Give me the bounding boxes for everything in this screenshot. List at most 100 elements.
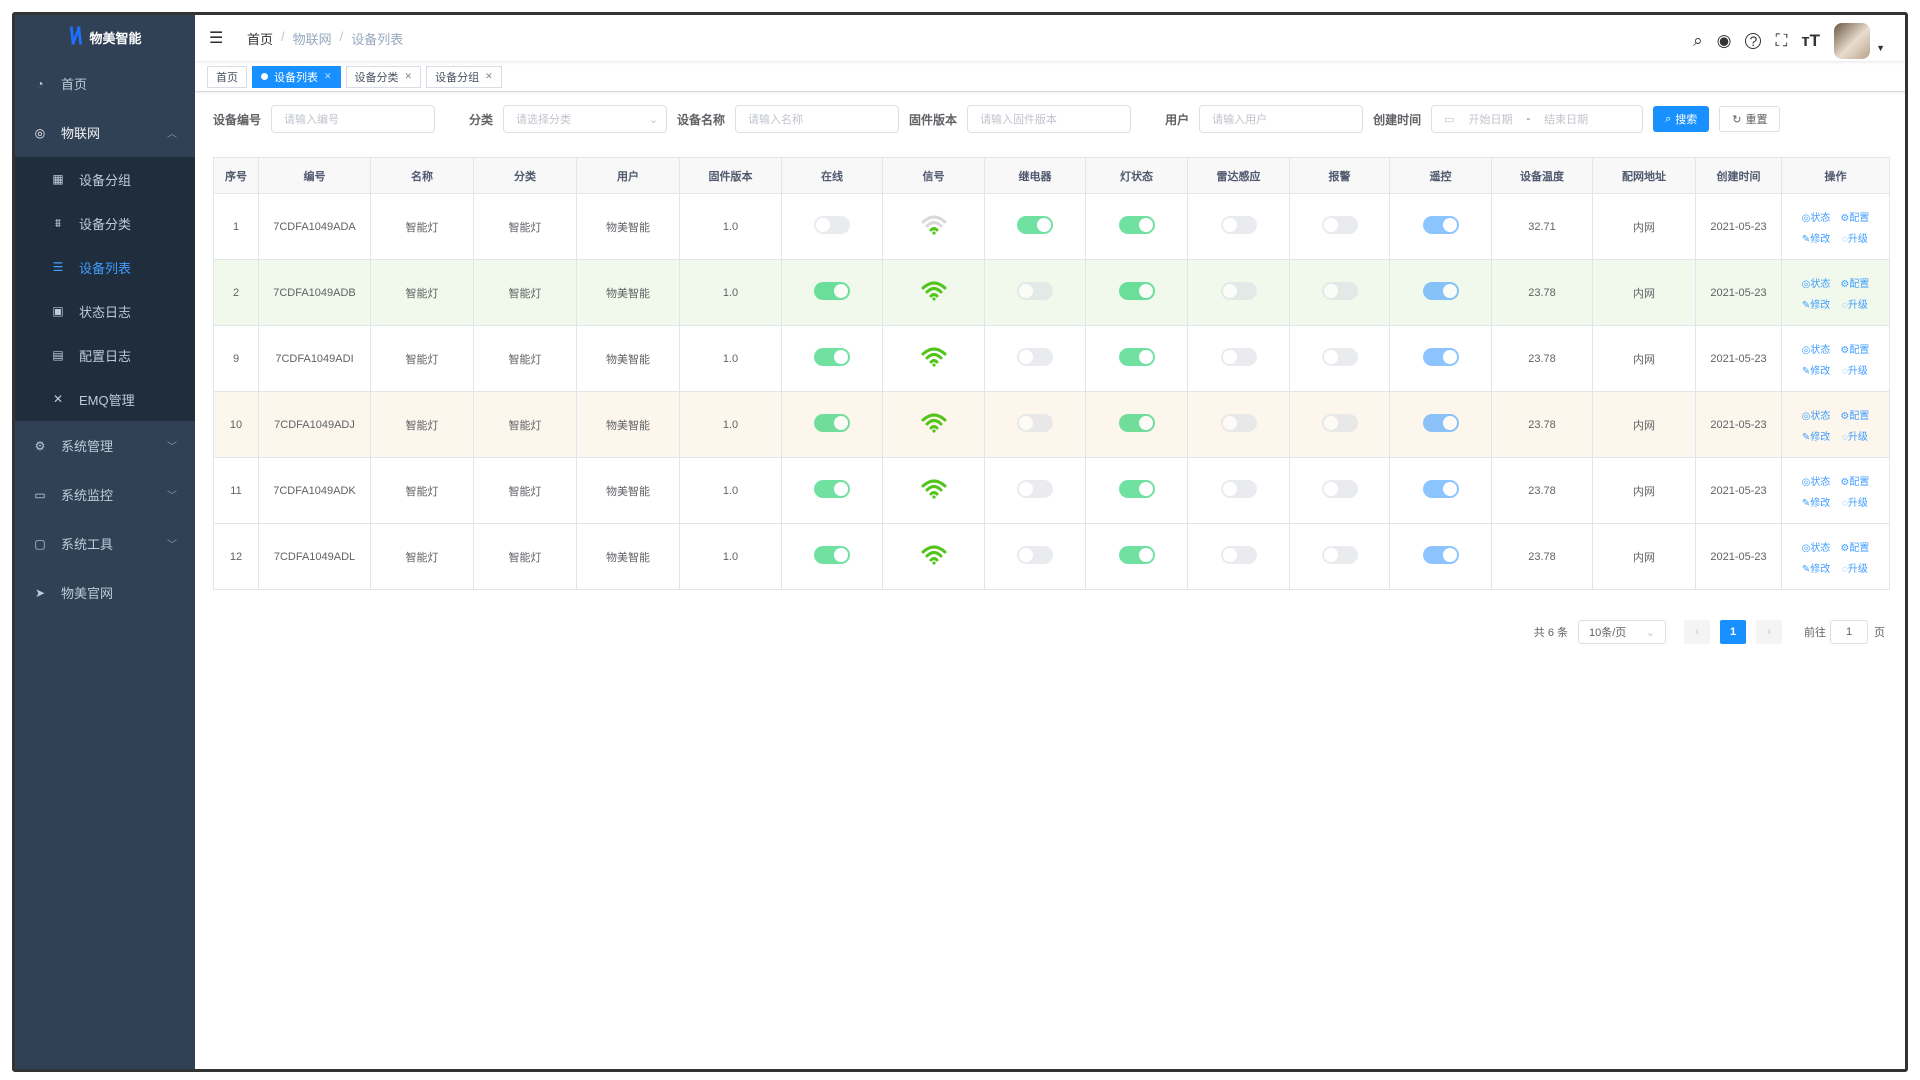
- font-size-icon[interactable]: тT: [1801, 31, 1821, 50]
- remote-switch[interactable]: [1422, 414, 1459, 432]
- fullscreen-icon[interactable]: ⛶: [1775, 31, 1788, 50]
- alarm-switch[interactable]: [1321, 546, 1358, 564]
- relay-switch[interactable]: [1017, 546, 1053, 564]
- category-select[interactable]: 请选择分类 ⌄: [503, 105, 668, 133]
- status-link[interactable]: ◎状态: [1802, 275, 1831, 290]
- alarm-switch[interactable]: [1321, 348, 1358, 366]
- start-date[interactable]: 开始日期: [1468, 114, 1513, 126]
- online-switch[interactable]: [814, 546, 850, 564]
- config-link[interactable]: ⚙配置: [1840, 407, 1869, 422]
- tag-device-list[interactable]: 设备列表 ✕: [252, 65, 341, 88]
- config-link[interactable]: ⚙配置: [1840, 275, 1869, 290]
- name-input[interactable]: 请输入名称: [735, 105, 900, 133]
- page-number-1[interactable]: 1: [1720, 620, 1746, 644]
- alarm-switch[interactable]: [1321, 480, 1358, 498]
- edit-link[interactable]: ✎修改: [1802, 362, 1831, 377]
- next-page-button[interactable]: ›: [1756, 620, 1782, 644]
- light-switch[interactable]: [1118, 348, 1155, 366]
- avatar[interactable]: [1834, 23, 1871, 59]
- radar-switch[interactable]: [1220, 216, 1257, 234]
- config-link[interactable]: ⚙配置: [1840, 539, 1869, 554]
- edit-link[interactable]: ✎修改: [1802, 230, 1831, 245]
- online-switch[interactable]: [814, 282, 850, 300]
- close-icon[interactable]: ✕: [324, 71, 332, 81]
- tag-device-group[interactable]: 设备分组 ✕: [426, 65, 502, 88]
- radar-switch[interactable]: [1220, 348, 1257, 366]
- online-switch[interactable]: [814, 348, 850, 366]
- upgrade-link[interactable]: ◌升级: [1840, 362, 1869, 377]
- alarm-switch[interactable]: [1321, 282, 1358, 300]
- upgrade-link[interactable]: ◌升级: [1840, 230, 1869, 245]
- sidebar-item-device-category[interactable]: ⩩ 设备分类: [15, 201, 195, 245]
- goto-page-input[interactable]: 1: [1830, 620, 1868, 644]
- alarm-switch[interactable]: [1321, 216, 1358, 234]
- device-no-input[interactable]: 请输入编号: [271, 105, 436, 133]
- status-link[interactable]: ◎状态: [1802, 209, 1831, 224]
- sidebar-item-home[interactable]: ◔ 首页: [15, 59, 195, 108]
- sidebar-item-iot[interactable]: ◎ 物联网 ︿: [15, 108, 195, 157]
- edit-link[interactable]: ✎修改: [1802, 560, 1831, 575]
- close-icon[interactable]: ✕: [404, 71, 413, 81]
- relay-switch[interactable]: [1017, 348, 1053, 366]
- light-switch[interactable]: [1118, 546, 1155, 564]
- search-icon[interactable]: ⌕: [1693, 31, 1703, 50]
- status-link[interactable]: ◎状态: [1802, 407, 1831, 422]
- config-link[interactable]: ⚙配置: [1840, 473, 1869, 488]
- edit-link[interactable]: ✎修改: [1802, 428, 1831, 443]
- caret-down-icon[interactable]: ▼: [1876, 43, 1885, 53]
- page-size-select[interactable]: 10条/页 ⌄: [1578, 620, 1666, 644]
- relay-switch[interactable]: [1017, 282, 1053, 300]
- edit-link[interactable]: ✎修改: [1802, 494, 1831, 509]
- sidebar-item-system-monitor[interactable]: ▭ 系统监控 ﹀: [15, 470, 195, 519]
- close-icon[interactable]: ✕: [485, 71, 493, 81]
- sidebar-item-device-group[interactable]: ▦ 设备分组: [15, 157, 195, 201]
- remote-switch[interactable]: [1422, 348, 1459, 366]
- status-link[interactable]: ◎状态: [1802, 341, 1831, 356]
- github-icon[interactable]: ◉: [1716, 31, 1732, 50]
- light-switch[interactable]: [1118, 216, 1155, 234]
- edit-link[interactable]: ✎修改: [1802, 296, 1831, 311]
- status-link[interactable]: ◎状态: [1802, 539, 1831, 554]
- sidebar-item-website[interactable]: ➤ 物美官网: [15, 568, 195, 617]
- prev-page-button[interactable]: ‹: [1684, 620, 1710, 644]
- tag-device-category[interactable]: 设备分类 ✕: [345, 65, 422, 88]
- breadcrumb-home[interactable]: 首页: [247, 31, 274, 47]
- relay-switch[interactable]: [1017, 216, 1053, 234]
- light-switch[interactable]: [1118, 414, 1155, 432]
- end-date[interactable]: 结束日期: [1544, 114, 1589, 126]
- relay-switch[interactable]: [1017, 414, 1053, 432]
- online-switch[interactable]: [814, 216, 850, 234]
- sidebar-item-config-log[interactable]: ▤ 配置日志: [15, 333, 195, 377]
- radar-switch[interactable]: [1220, 546, 1257, 564]
- remote-switch[interactable]: [1422, 546, 1459, 564]
- search-button[interactable]: ⌕ 搜索: [1653, 106, 1710, 132]
- config-link[interactable]: ⚙配置: [1840, 341, 1869, 356]
- upgrade-link[interactable]: ◌升级: [1840, 296, 1869, 311]
- date-range-picker[interactable]: ▭ 开始日期 - 结束日期: [1431, 105, 1644, 133]
- sidebar-item-device-list[interactable]: ☰ 设备列表: [15, 245, 195, 289]
- user-input[interactable]: 请输入用户: [1199, 105, 1364, 133]
- upgrade-link[interactable]: ◌升级: [1840, 560, 1869, 575]
- remote-switch[interactable]: [1422, 282, 1459, 300]
- upgrade-link[interactable]: ◌升级: [1840, 428, 1869, 443]
- sidebar-item-system-tools[interactable]: ▢ 系统工具 ﹀: [15, 519, 195, 568]
- light-switch[interactable]: [1118, 480, 1155, 498]
- remote-switch[interactable]: [1422, 216, 1459, 234]
- firmware-input[interactable]: 请输入固件版本: [967, 105, 1132, 133]
- online-switch[interactable]: [814, 480, 850, 498]
- alarm-switch[interactable]: [1321, 414, 1358, 432]
- upgrade-link[interactable]: ◌升级: [1840, 494, 1869, 509]
- radar-switch[interactable]: [1220, 480, 1257, 498]
- tag-home[interactable]: 首页: [207, 65, 247, 88]
- sidebar-item-status-log[interactable]: ▣ 状态日志: [15, 289, 195, 333]
- relay-switch[interactable]: [1017, 480, 1053, 498]
- light-switch[interactable]: [1118, 282, 1155, 300]
- sidebar-item-emq[interactable]: ✕ EMQ管理: [15, 377, 195, 421]
- logo[interactable]: \/\ 物美智能: [15, 15, 195, 59]
- status-link[interactable]: ◎状态: [1802, 473, 1831, 488]
- hamburger-icon[interactable]: ☰: [209, 30, 224, 47]
- remote-switch[interactable]: [1422, 480, 1459, 498]
- sidebar-item-system-admin[interactable]: ⚙ 系统管理 ﹀: [15, 421, 195, 470]
- radar-switch[interactable]: [1220, 414, 1257, 432]
- config-link[interactable]: ⚙配置: [1840, 209, 1869, 224]
